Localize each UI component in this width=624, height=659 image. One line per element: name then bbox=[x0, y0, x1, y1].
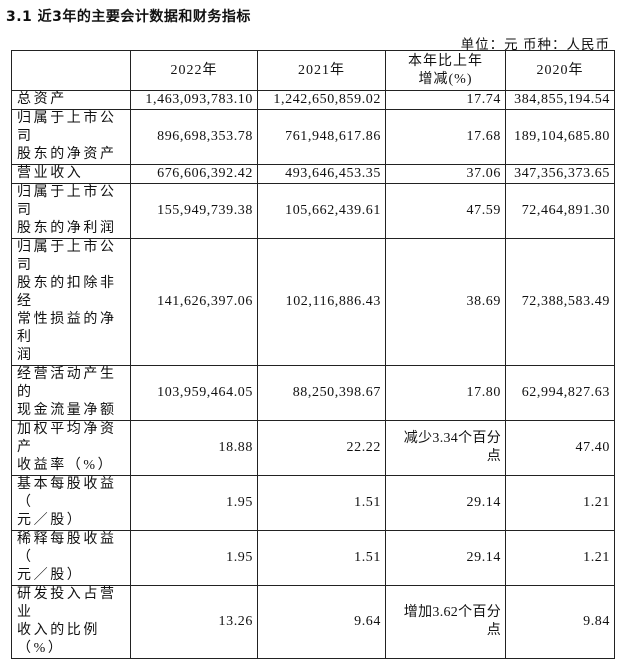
table-row: 归属于上市公司 股东的扣除非经 常性损益的净利 润 141,626,397.06 1… bbox=[11, 238, 615, 366]
value-2022: 13.26 bbox=[130, 585, 258, 659]
row-label: 研发投入占营业 收入的比例（%） bbox=[11, 585, 131, 659]
row-label: 稀释每股收益（ 元／股） bbox=[11, 530, 131, 586]
value-2022: 676,606,392.42 bbox=[130, 164, 258, 184]
value-2020: 72,388,583.49 bbox=[505, 238, 615, 366]
value-2022: 896,698,353.78 bbox=[130, 109, 258, 165]
table-row: 基本每股收益（ 元／股） 1.95 1.51 29.14 1.21 bbox=[11, 475, 615, 531]
table-row: 经营活动产生的 现金流量净额 103,959,464.05 88,250,398.6… bbox=[11, 365, 615, 421]
value-change: 17.74 bbox=[385, 90, 506, 110]
value-2022: 1.95 bbox=[130, 475, 258, 531]
row-label: 归属于上市公司 股东的净资产 bbox=[11, 109, 131, 165]
row-label: 经营活动产生的 现金流量净额 bbox=[11, 365, 131, 421]
table-row: 归属于上市公司 股东的净资产 896,698,353.78 761,948,617.… bbox=[11, 109, 615, 165]
value-change: 47.59 bbox=[385, 183, 506, 239]
value-2020: 189,104,685.80 bbox=[505, 109, 615, 165]
table-row: 营业收入 676,606,392.42 493,646,453.35 37.06 347… bbox=[11, 164, 615, 184]
value-2020: 347,356,373.65 bbox=[505, 164, 615, 184]
row-label: 营业收入 bbox=[11, 164, 131, 184]
table-row: 研发投入占营业 收入的比例（%） 13.26 9.64 增加3.62个百分 点 9.84 bbox=[11, 585, 615, 659]
table-row: 总资产 1,463,093,783.10 1,242,650,859.02 17.74… bbox=[11, 90, 615, 110]
value-2020: 9.84 bbox=[505, 585, 615, 659]
value-2022: 18.88 bbox=[130, 420, 258, 476]
table-row: 加权平均净资产 收益率（%） 18.88 22.22 减少3.34个百分 点 47.40 bbox=[11, 420, 615, 476]
financial-data-table: 2022年 2021年 本年比上年 增减(%) 2020年 总资产 1,463,0… bbox=[11, 50, 615, 659]
value-2020: 62,994,827.63 bbox=[505, 365, 615, 421]
value-change: 37.06 bbox=[385, 164, 506, 184]
value-change: 减少3.34个百分 点 bbox=[385, 420, 506, 476]
value-2021: 761,948,617.86 bbox=[257, 109, 386, 165]
value-2020: 1.21 bbox=[505, 530, 615, 586]
row-label: 归属于上市公司 股东的扣除非经 常性损益的净利 润 bbox=[11, 238, 131, 366]
value-2022: 141,626,397.06 bbox=[130, 238, 258, 366]
header-cell-2020: 2020年 bbox=[505, 50, 615, 91]
value-2020: 1.21 bbox=[505, 475, 615, 531]
value-change: 增加3.62个百分 点 bbox=[385, 585, 506, 659]
row-label: 总资产 bbox=[11, 90, 131, 110]
value-2021: 102,116,886.43 bbox=[257, 238, 386, 366]
value-change: 17.68 bbox=[385, 109, 506, 165]
unit-currency-note: 单位：元 币种：人民币 bbox=[460, 37, 610, 52]
value-2021: 105,662,439.61 bbox=[257, 183, 386, 239]
value-2022: 103,959,464.05 bbox=[130, 365, 258, 421]
row-label: 基本每股收益（ 元／股） bbox=[11, 475, 131, 531]
value-2021: 1.51 bbox=[257, 475, 386, 531]
value-2021: 88,250,398.67 bbox=[257, 365, 386, 421]
value-2020: 72,464,891.30 bbox=[505, 183, 615, 239]
value-2021: 9.64 bbox=[257, 585, 386, 659]
section-title: 3.1 近3年的主要会计数据和财务指标 bbox=[6, 9, 251, 25]
value-2021: 1.51 bbox=[257, 530, 386, 586]
table-header-row: 2022年 2021年 本年比上年 增减(%) 2020年 bbox=[11, 50, 615, 91]
header-cell-2021: 2021年 bbox=[257, 50, 386, 91]
value-2022: 1.95 bbox=[130, 530, 258, 586]
value-2020: 384,855,194.54 bbox=[505, 90, 615, 110]
row-label: 加权平均净资产 收益率（%） bbox=[11, 420, 131, 476]
value-change: 29.14 bbox=[385, 530, 506, 586]
header-cell-change: 本年比上年 增减(%) bbox=[385, 50, 506, 91]
table-row: 归属于上市公司 股东的净利润 155,949,739.38 105,662,439.… bbox=[11, 183, 615, 239]
value-change: 38.69 bbox=[385, 238, 506, 366]
value-2020: 47.40 bbox=[505, 420, 615, 476]
header-cell-label bbox=[11, 50, 131, 91]
value-change: 29.14 bbox=[385, 475, 506, 531]
table-row: 稀释每股收益（ 元／股） 1.95 1.51 29.14 1.21 bbox=[11, 530, 615, 586]
value-change: 17.80 bbox=[385, 365, 506, 421]
value-2021: 493,646,453.35 bbox=[257, 164, 386, 184]
value-2021: 1,242,650,859.02 bbox=[257, 90, 386, 110]
value-2022: 155,949,739.38 bbox=[130, 183, 258, 239]
row-label: 归属于上市公司 股东的净利润 bbox=[11, 183, 131, 239]
header-cell-2022: 2022年 bbox=[130, 50, 258, 91]
value-2022: 1,463,093,783.10 bbox=[130, 90, 258, 110]
value-2021: 22.22 bbox=[257, 420, 386, 476]
